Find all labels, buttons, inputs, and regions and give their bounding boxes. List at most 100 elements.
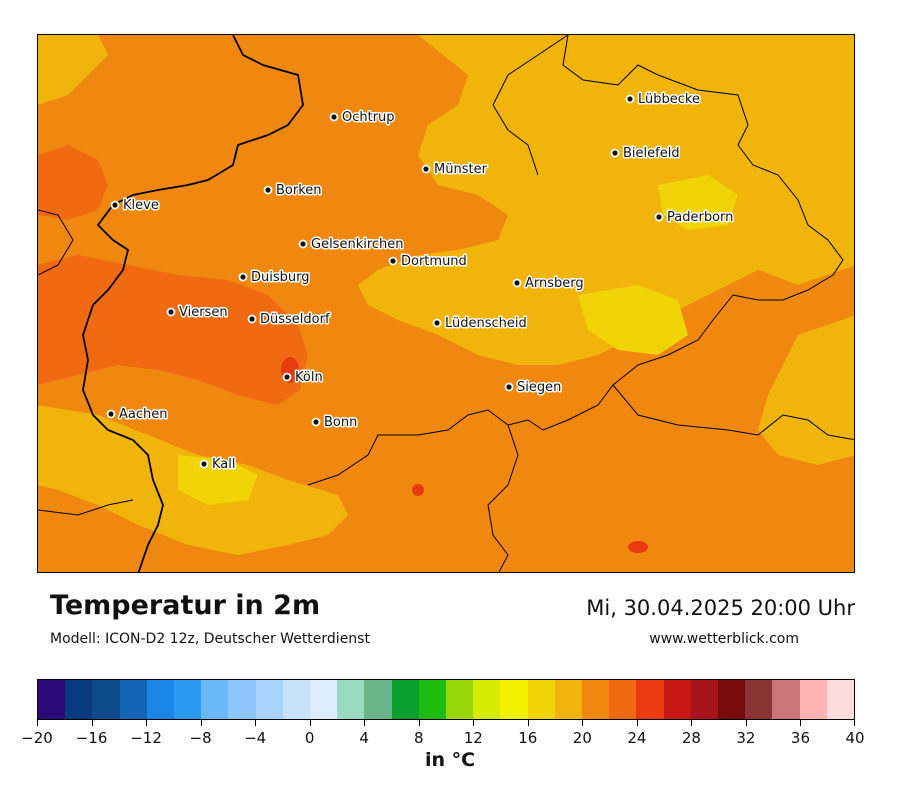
colorbar-tick bbox=[309, 720, 311, 726]
temperature-zone-sauerland-cool bbox=[578, 285, 688, 355]
colorbar-segment bbox=[582, 680, 610, 719]
colorbar-tick-label: −8 bbox=[189, 729, 212, 747]
colorbar-tick-label: −16 bbox=[75, 729, 108, 747]
colorbar-tick bbox=[854, 720, 855, 726]
colorbar-segment bbox=[119, 680, 147, 719]
colorbar-tick bbox=[91, 720, 93, 726]
city-marker bbox=[329, 112, 339, 122]
colorbar-tick bbox=[582, 720, 584, 726]
colorbar-segment bbox=[826, 680, 855, 719]
colorbar-tick bbox=[200, 720, 202, 726]
temperature-map-graphic: Lübbecke Ochtrup Bielefeld Münster Borken Kle… bbox=[38, 35, 854, 572]
temperature-zone-north-east bbox=[358, 35, 854, 365]
city-marker bbox=[311, 417, 321, 427]
colorbar-tick-label: −4 bbox=[244, 729, 267, 747]
map-title: Temperatur in 2m bbox=[50, 590, 321, 621]
colorbar-tick-label: −12 bbox=[130, 729, 162, 747]
city-label: Borken bbox=[276, 183, 322, 198]
colorbar-segment bbox=[636, 680, 664, 719]
colorbar-tick bbox=[364, 720, 366, 726]
city-label: Köln bbox=[295, 370, 323, 385]
city-marker bbox=[282, 372, 292, 382]
colorbar-segment bbox=[337, 680, 365, 719]
city-label: Bielefeld bbox=[623, 146, 680, 161]
colorbar-segment bbox=[527, 680, 555, 719]
city-label: Arnsberg bbox=[525, 276, 584, 291]
colorbar-segment bbox=[38, 680, 66, 719]
colorbar-tick-label: 4 bbox=[359, 729, 369, 747]
colorbar-tick bbox=[527, 720, 529, 726]
city-label: Lüdenscheid bbox=[445, 316, 527, 331]
state-border-southeast bbox=[612, 384, 854, 441]
colorbar-segment bbox=[554, 680, 583, 719]
model-source: Modell: ICON-D2 12z, Deutscher Wetterdie… bbox=[50, 631, 370, 647]
temperature-zone-east-hills bbox=[758, 315, 854, 465]
colorbar-segment bbox=[146, 680, 175, 719]
state-border-southwest bbox=[38, 499, 134, 516]
weather-map: Lübbecke Ochtrup Bielefeld Münster Borken Kle… bbox=[37, 34, 855, 573]
colorbar-segment bbox=[446, 680, 474, 719]
city-marker bbox=[106, 409, 116, 419]
national-border bbox=[82, 35, 304, 572]
colorbar-segment bbox=[228, 680, 256, 719]
state-border-north bbox=[307, 35, 844, 486]
temperature-zone-north-west bbox=[38, 35, 108, 105]
city-label: Düsseldorf bbox=[260, 312, 330, 327]
colorbar-segment bbox=[174, 680, 202, 719]
colorbar-tick-label: 8 bbox=[413, 729, 424, 747]
city-marker bbox=[199, 459, 209, 469]
colorbar-tick-label: −20 bbox=[21, 729, 53, 747]
colorbar-segment bbox=[201, 680, 229, 719]
colorbar-tick-label: 40 bbox=[845, 729, 865, 747]
city-label: Duisburg bbox=[251, 270, 310, 285]
colorbar-tick bbox=[37, 720, 38, 726]
colorbar-segment bbox=[718, 680, 746, 719]
colorbar-tick-label: 32 bbox=[736, 729, 756, 747]
colorbar-segment bbox=[799, 680, 827, 719]
colorbar-segment bbox=[391, 680, 419, 719]
colorbar-segment bbox=[310, 680, 338, 719]
temperature-colorbar bbox=[37, 679, 855, 720]
colorbar-segment bbox=[663, 680, 691, 719]
colorbar-segment bbox=[364, 680, 392, 719]
colorbar-ticks: −20 −16 −12 −8 −4 0 4 8 12 16 20 24 28 32 36 40 bbox=[21, 720, 865, 750]
colorbar-tick bbox=[418, 720, 420, 726]
city-marker bbox=[512, 278, 522, 288]
city-label: Gelsenkirchen bbox=[311, 237, 404, 252]
state-border-west-inner bbox=[38, 209, 74, 276]
city-label: Kleve bbox=[123, 198, 159, 213]
city-marker bbox=[263, 185, 273, 195]
city-label: Viersen bbox=[179, 305, 228, 320]
city-label: Aachen bbox=[119, 407, 167, 422]
city-label: Paderborn bbox=[667, 210, 733, 225]
colorbar-tick-label: 20 bbox=[572, 729, 592, 747]
state-border-south bbox=[487, 424, 519, 572]
colorbar-tick-label: 12 bbox=[463, 729, 483, 747]
colorbar-tick bbox=[800, 720, 802, 726]
colorbar-segment bbox=[418, 680, 447, 719]
colorbar-segment bbox=[690, 680, 719, 719]
colorbar-tick bbox=[691, 720, 693, 726]
temperature-hotspot-siegburg bbox=[412, 484, 424, 496]
website-link[interactable]: www.wetterblick.com bbox=[649, 631, 799, 647]
city-marker bbox=[247, 314, 257, 324]
colorbar-tick-label: 0 bbox=[304, 729, 315, 747]
city-marker bbox=[610, 148, 620, 158]
state-border-east-inner bbox=[492, 35, 569, 176]
city-label: Münster bbox=[434, 162, 488, 177]
city-label: Dortmund bbox=[401, 254, 467, 269]
colorbar-segment bbox=[255, 680, 283, 719]
colorbar-tick-label: 24 bbox=[627, 729, 647, 747]
colorbar-tick bbox=[636, 720, 638, 726]
city-label: Lübbecke bbox=[638, 92, 700, 107]
city-marker bbox=[388, 256, 398, 266]
colorbar-unit: in °C bbox=[424, 749, 476, 771]
colorbar-tick-label: 28 bbox=[681, 729, 701, 747]
colorbar-segment bbox=[65, 680, 93, 719]
temperature-hotspot-south bbox=[628, 541, 648, 553]
forecast-datetime: Mi, 30.04.2025 20:00 Uhr bbox=[586, 596, 855, 620]
colorbar-segment bbox=[92, 680, 120, 719]
city-marker bbox=[110, 200, 120, 210]
colorbar-tick bbox=[146, 720, 148, 726]
city-marker bbox=[421, 164, 431, 174]
